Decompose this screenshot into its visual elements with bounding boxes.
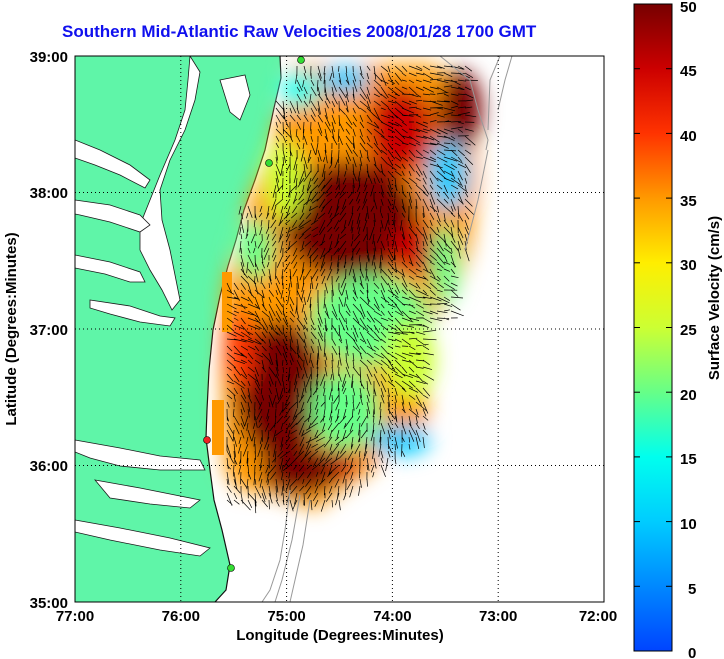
colorbar-tick-label: 45 bbox=[680, 63, 697, 80]
colorbar-label: Surface Velocity (cm/s) bbox=[706, 216, 723, 380]
y-tick-label: 35:00 bbox=[30, 595, 68, 612]
x-tick-labels: 77:00 76:00 75:00 74:00 73:00 72:00 bbox=[56, 608, 617, 625]
station-marker bbox=[265, 159, 273, 167]
x-tick-label: 76:00 bbox=[162, 608, 200, 625]
y-tick-labels: 39:00 38:00 37:00 36:00 35:00 bbox=[30, 49, 68, 612]
velocity-edge bbox=[212, 400, 224, 455]
x-tick-label: 73:00 bbox=[479, 608, 517, 625]
y-tick-label: 38:00 bbox=[30, 185, 68, 202]
map-grid bbox=[75, 56, 604, 602]
colorbar-tick-labels: 50 45 40 35 30 25 20 15 10 5 0 bbox=[680, 0, 697, 659]
x-tick-label: 72:00 bbox=[579, 608, 617, 625]
x-tick-label: 77:00 bbox=[56, 608, 94, 625]
y-tick-label: 39:00 bbox=[30, 49, 68, 66]
colorbar-tick-label: 15 bbox=[680, 451, 697, 468]
chesapeake-bay bbox=[75, 56, 251, 557]
x-tick-label: 75:00 bbox=[267, 608, 305, 625]
station-marker bbox=[203, 436, 211, 444]
velocity-arrow-lines bbox=[226, 65, 478, 514]
colorbar-tick-label: 25 bbox=[680, 322, 697, 339]
colorbar-tick-label: 20 bbox=[680, 387, 697, 404]
station-marker bbox=[297, 56, 305, 64]
colorbar bbox=[633, 3, 673, 652]
colorbar-tick-label: 0 bbox=[688, 645, 696, 659]
colorbar-tick-label: 30 bbox=[680, 257, 697, 274]
y-axis-label: Latitude (Degrees:Minutes) bbox=[3, 232, 20, 425]
colorbar-tick-label: 5 bbox=[688, 581, 696, 598]
bathymetry-contours bbox=[261, 56, 513, 602]
x-axis-label: Longitude (Degrees:Minutes) bbox=[236, 627, 444, 644]
station-marker bbox=[227, 564, 235, 572]
map-title: Southern Mid-Atlantic Raw Velocities 200… bbox=[62, 22, 537, 41]
colorbar-tick-label: 35 bbox=[680, 193, 697, 210]
velocity-arrows bbox=[226, 65, 478, 514]
x-tick-label: 74:00 bbox=[373, 608, 411, 625]
colorbar-tick-label: 40 bbox=[680, 128, 697, 145]
y-tick-label: 37:00 bbox=[30, 322, 68, 339]
colorbar-tick-label: 50 bbox=[680, 0, 697, 16]
colorbar-tick-label: 10 bbox=[680, 516, 697, 533]
y-tick-label: 36:00 bbox=[30, 458, 68, 475]
